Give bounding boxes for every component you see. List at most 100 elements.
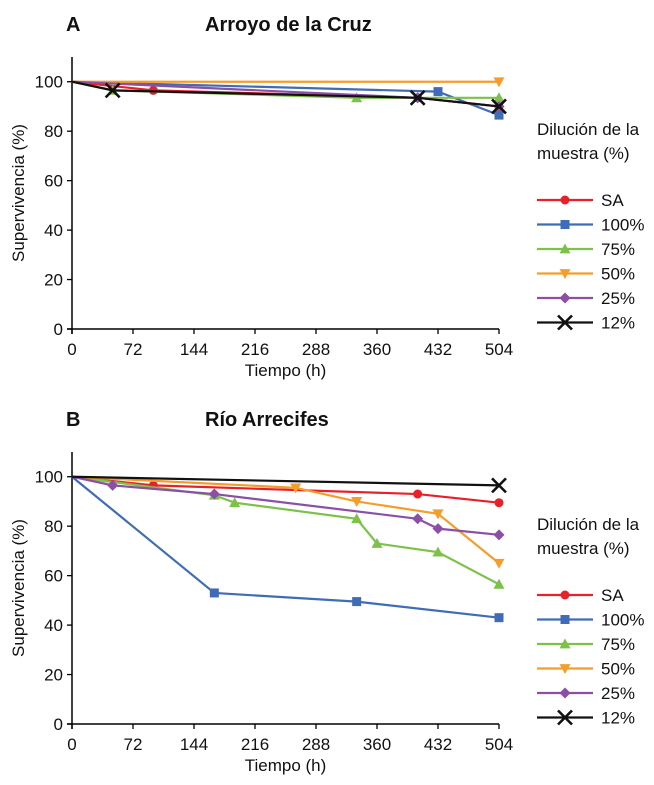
chart-a-y-tick-label: 60 [44,172,63,191]
chart-a-x-axis-label: Tiempo (h) [245,361,327,380]
chart-b-y-tick-label: 80 [44,517,63,536]
chart-a-x-tick-label: 0 [67,340,76,359]
chart-b-legend-50pct-label: 50% [601,660,635,679]
chart-b-y-tick-label: 20 [44,666,63,685]
chart-b-series-12pct-line [71,475,500,487]
chart-a-legend-sa-label: SA [601,191,624,210]
chart-a-y-tick-label: 40 [44,221,63,240]
chart-b-series-25pct-point [412,513,424,525]
chart-a-legend-75pct-label: 75% [601,240,635,259]
chart-b-y-tick-label: 0 [54,715,63,734]
chart-a-x-tick-label: 432 [424,340,452,359]
chart-b-x-tick-label: 216 [241,735,269,754]
chart-b-x-tick-label: 504 [485,735,513,754]
chart-b-x-tick-label: 72 [124,735,143,754]
chart-a-series-50pct-point [493,77,505,88]
chart-b-legend-12pct-marker [557,709,573,726]
chart-a-y-tick-label: 20 [44,271,63,290]
chart-panel-a: 0 20 40 60 80 100 0 72 144 216 288 360 432 504 Tiempo … [0,0,654,390]
chart-a-x-tick-label: 504 [485,340,513,359]
chart-b-series-sa-point [494,498,504,508]
chart-a-legend-50pct-label: 50% [601,265,635,284]
chart-a-x-tick-label: 288 [302,340,330,359]
chart-b-series-25pct-point [107,479,119,491]
chart-b-series-75pct-point [493,578,505,589]
chart-a-legend-sa-marker [560,195,570,205]
chart-b-series-12pct-point [491,477,507,494]
chart-b-legend-100pct-label: 100% [601,611,644,630]
legend-a-title: Dilución de la muestra (%) [537,118,639,166]
chart-b-legend-sa-label: SA [601,586,624,605]
chart-b-legend-100pct-marker [560,615,570,624]
chart-b-x-tick-label: 144 [180,735,208,754]
chart-a-y-tick-label: 0 [54,320,63,339]
chart-a-y-axis-label: Supervivencia (%) [9,124,28,262]
chart-b-x-tick-label: 288 [302,735,330,754]
chart-b-series-25pct-point [493,529,505,541]
chart-b-y-tick-label: 60 [44,567,63,586]
chart-a-title: Arroyo de la Cruz [205,14,372,36]
chart-b-series-100pct-point [494,613,504,623]
legend-b-title-line2: muestra (%) [537,539,630,558]
chart-b-legend-50pct-marker [559,664,571,674]
chart-b-y-axis-label: Supervivencia (%) [9,519,28,657]
chart-a-legend-50pct-marker [559,269,571,279]
chart-b-series-75pct-point [229,497,241,508]
chart-b-legend-75pct-marker [559,638,571,649]
chart-a-series-100pct-point [494,110,504,120]
chart-b-series-50pct-point [290,483,302,494]
chart-b-x-axis-label: Tiempo (h) [245,756,327,775]
chart-a-x-tick-label: 216 [241,340,269,359]
chart-b-series-75pct-point [371,537,383,548]
chart-b-y-tick-label: 100 [35,468,63,487]
chart-b-series-25pct-line [71,475,500,536]
chart-b-legend-25pct-label: 25% [601,684,635,703]
chart-a-legend-100pct-label: 100% [601,216,644,235]
chart-a-legend-25pct-marker [559,292,571,304]
chart-a-legend-100pct-marker [560,220,570,229]
legend-b-title-line1: Dilución de la [537,515,640,534]
chart-b-series-100pct-point [352,597,362,607]
chart-b-series-sa-point [413,489,423,499]
chart-b-svg: 0 20 40 60 80 100 0 72 144 216 288 360 432 504 Tiempo … [9,452,644,775]
chart-a-x-tick-label: 72 [124,340,143,359]
chart-b-x-tick-label: 0 [67,735,76,754]
chart-b-series-75pct-point [432,546,444,557]
chart-b-series-25pct-point [208,488,220,500]
chart-a-y-tick-label: 100 [35,73,63,92]
chart-b-legend-sa-marker [560,590,570,600]
chart-b-title: Río Arrecifes [205,409,329,431]
chart-a-legend-12pct-label: 12% [601,314,635,333]
chart-panel-b: 0 20 40 60 80 100 0 72 144 216 288 360 432 504 Tiempo … [0,395,654,785]
chart-b-series-50pct-point [432,509,444,520]
chart-a-series-12pct-line [71,80,500,108]
chart-a-series-100pct-point [433,87,443,97]
chart-b-series-100pct-point [209,588,219,598]
chart-a-legend-12pct-marker [557,314,573,331]
chart-b-series-50pct-point [493,558,505,569]
chart-a-series-12pct-point [104,82,121,99]
panel-letter-b: B [66,409,81,431]
chart-b-x-tick-label: 432 [424,735,452,754]
chart-b-series-25pct-point [432,523,444,535]
chart-a-series-12pct-point [409,89,426,106]
chart-a-x-tick-label: 144 [180,340,208,359]
chart-a-legend-75pct-marker [559,243,571,254]
chart-b-series-100pct-line [71,475,500,619]
chart-b-legend-75pct-label: 75% [601,635,635,654]
chart-a-series-75pct-point [493,92,505,103]
chart-b-series-75pct-point [351,513,363,524]
chart-b-series-50pct-point [351,497,363,507]
legend-b-title: Dilución de la muestra (%) [537,513,639,561]
chart-a-y-tick-label: 80 [44,122,63,141]
chart-a-legend-25pct-label: 25% [601,289,635,308]
legend-a-title-line2: muestra (%) [537,144,630,163]
chart-b-x-tick-label: 360 [363,735,391,754]
chart-b-y-tick-label: 40 [44,616,63,635]
legend-a-title-line1: Dilución de la [537,120,640,139]
chart-a-svg: 0 20 40 60 80 100 0 72 144 216 288 360 432 504 Tiempo … [9,57,644,380]
panel-letter-a: A [66,14,81,36]
chart-a-series-12pct-point [491,98,507,115]
chart-b-legend-12pct-label: 12% [601,709,635,728]
chart-a-x-tick-label: 360 [363,340,391,359]
